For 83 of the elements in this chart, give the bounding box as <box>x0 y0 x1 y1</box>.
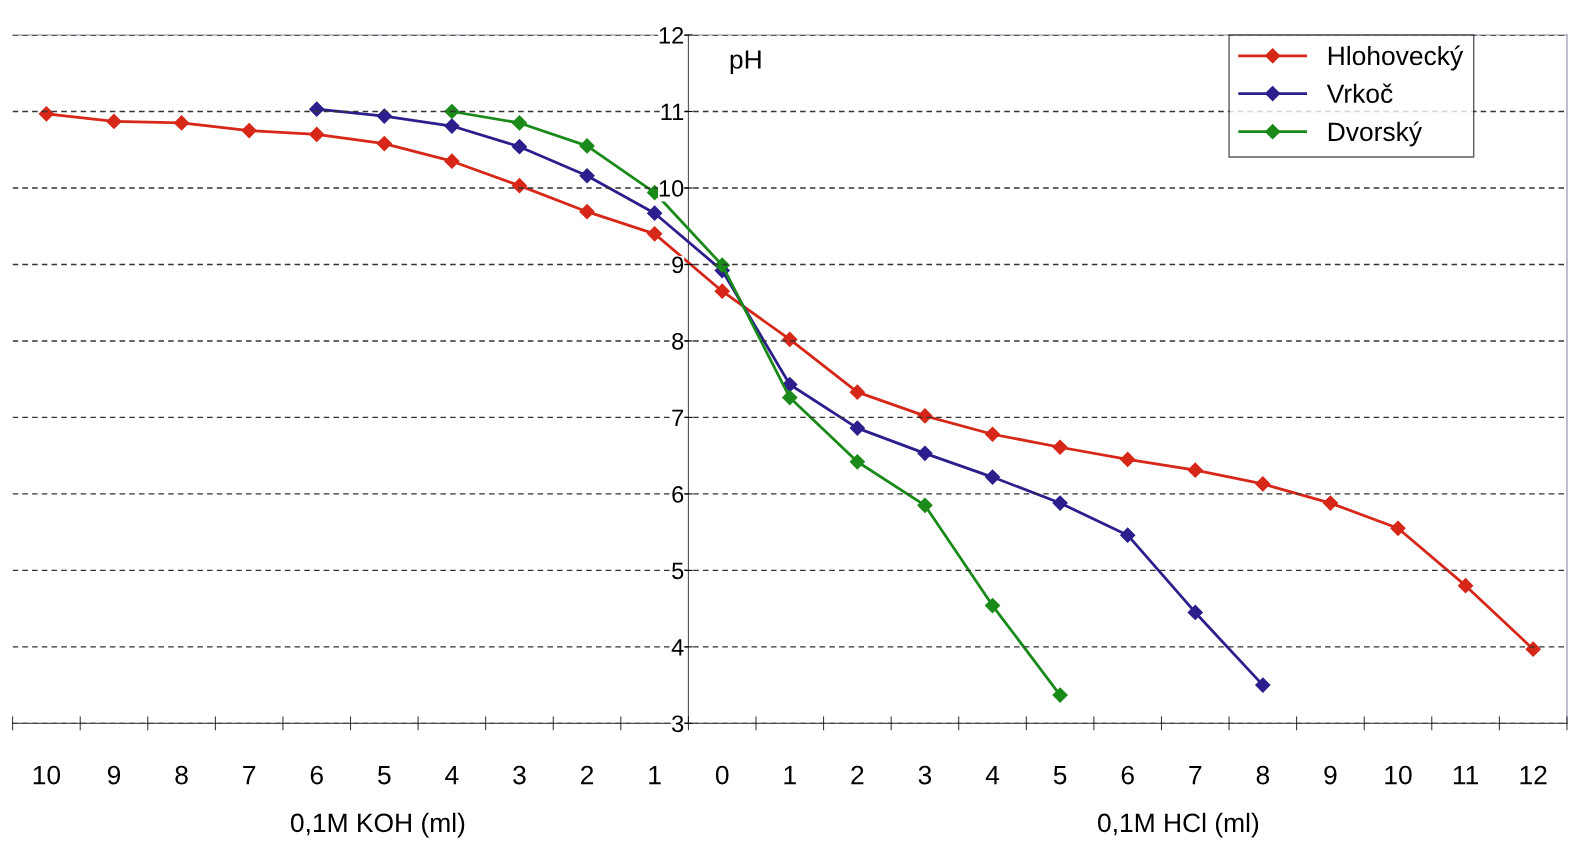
point <box>309 126 325 143</box>
point <box>1255 677 1271 693</box>
point <box>1052 687 1068 703</box>
point <box>917 445 933 461</box>
text: 0,1M KOH (ml) <box>290 812 465 838</box>
point <box>984 469 1001 485</box>
point <box>984 426 1001 442</box>
x-tick-label: 6 <box>310 765 323 785</box>
point <box>444 153 460 169</box>
point <box>579 204 595 220</box>
x-tick-label: 10 <box>33 765 61 785</box>
x-tick-label: 10 <box>1385 765 1412 785</box>
point <box>1187 604 1203 621</box>
point <box>1052 439 1068 455</box>
x-tick-label: 12 <box>1520 765 1547 785</box>
point <box>849 420 865 436</box>
point <box>1120 527 1136 543</box>
x-tick-label: 7 <box>1189 765 1202 785</box>
y-tick-label: 4 <box>671 639 684 656</box>
point <box>444 103 460 120</box>
x-tick-label: 4 <box>445 765 459 785</box>
point <box>1052 495 1068 511</box>
point <box>579 168 595 184</box>
x-tick-label: 8 <box>175 765 188 785</box>
point <box>647 205 663 221</box>
point <box>1120 451 1136 468</box>
point <box>782 331 798 347</box>
text: 0,1M HCl (ml) <box>1098 812 1259 838</box>
point <box>849 384 865 400</box>
y-tick-label: 5 <box>672 562 684 580</box>
point <box>1187 462 1203 478</box>
point <box>241 123 257 139</box>
y-axis-title: pH <box>730 50 761 75</box>
x-tick-label: 7 <box>243 765 256 785</box>
x-tick-label: 2 <box>581 765 594 785</box>
x-tick-label: 5 <box>378 765 391 785</box>
x-tick-label: 5 <box>1053 765 1067 785</box>
legend-label: Vrkoč <box>1326 83 1393 104</box>
point <box>444 118 460 134</box>
point <box>309 101 325 117</box>
y-tick-label: 10 <box>659 180 684 197</box>
point <box>38 106 54 122</box>
x-tick-label: 2 <box>851 765 864 785</box>
point <box>647 226 663 242</box>
y-tick-label: 7 <box>672 409 684 426</box>
y-tick-label: 11 <box>661 103 684 121</box>
point <box>714 257 730 273</box>
x-tick-label: 9 <box>1324 765 1337 785</box>
point <box>511 139 528 155</box>
point <box>106 113 122 130</box>
x-tick-label: 3 <box>513 765 526 785</box>
y-tick-label: 12 <box>659 27 684 44</box>
y-tick-label: 8 <box>672 333 684 350</box>
x-tick-label: 0 <box>715 765 729 785</box>
y-tick-label: 9 <box>672 256 684 274</box>
point <box>849 454 865 470</box>
x-tick-label: 6 <box>1121 765 1134 785</box>
point <box>1390 520 1406 536</box>
x-tick-label: 3 <box>918 765 932 785</box>
point <box>174 115 190 131</box>
x-tick-label: 1 <box>649 765 661 785</box>
point <box>782 376 798 393</box>
point <box>376 136 392 152</box>
point <box>511 115 528 131</box>
x-tick-label: 4 <box>985 765 1000 785</box>
point <box>1255 476 1271 492</box>
x-tick-label: 11 <box>1453 765 1478 785</box>
x-tick-label: 9 <box>107 765 121 785</box>
point <box>376 108 392 124</box>
point <box>782 389 798 406</box>
point <box>1458 578 1474 594</box>
legend-label: Dvorský <box>1328 121 1422 147</box>
x-tick-label: 1 <box>784 765 796 785</box>
y-tick-label: 3 <box>672 715 684 733</box>
point <box>917 408 933 424</box>
legend-label: Hlohovecký <box>1328 45 1464 71</box>
x-tick-label: 8 <box>1256 765 1270 785</box>
point <box>579 138 595 154</box>
point <box>1322 495 1338 511</box>
point <box>984 597 1001 614</box>
point <box>917 497 933 513</box>
point <box>714 283 730 299</box>
y-tick-label: 6 <box>672 485 684 503</box>
